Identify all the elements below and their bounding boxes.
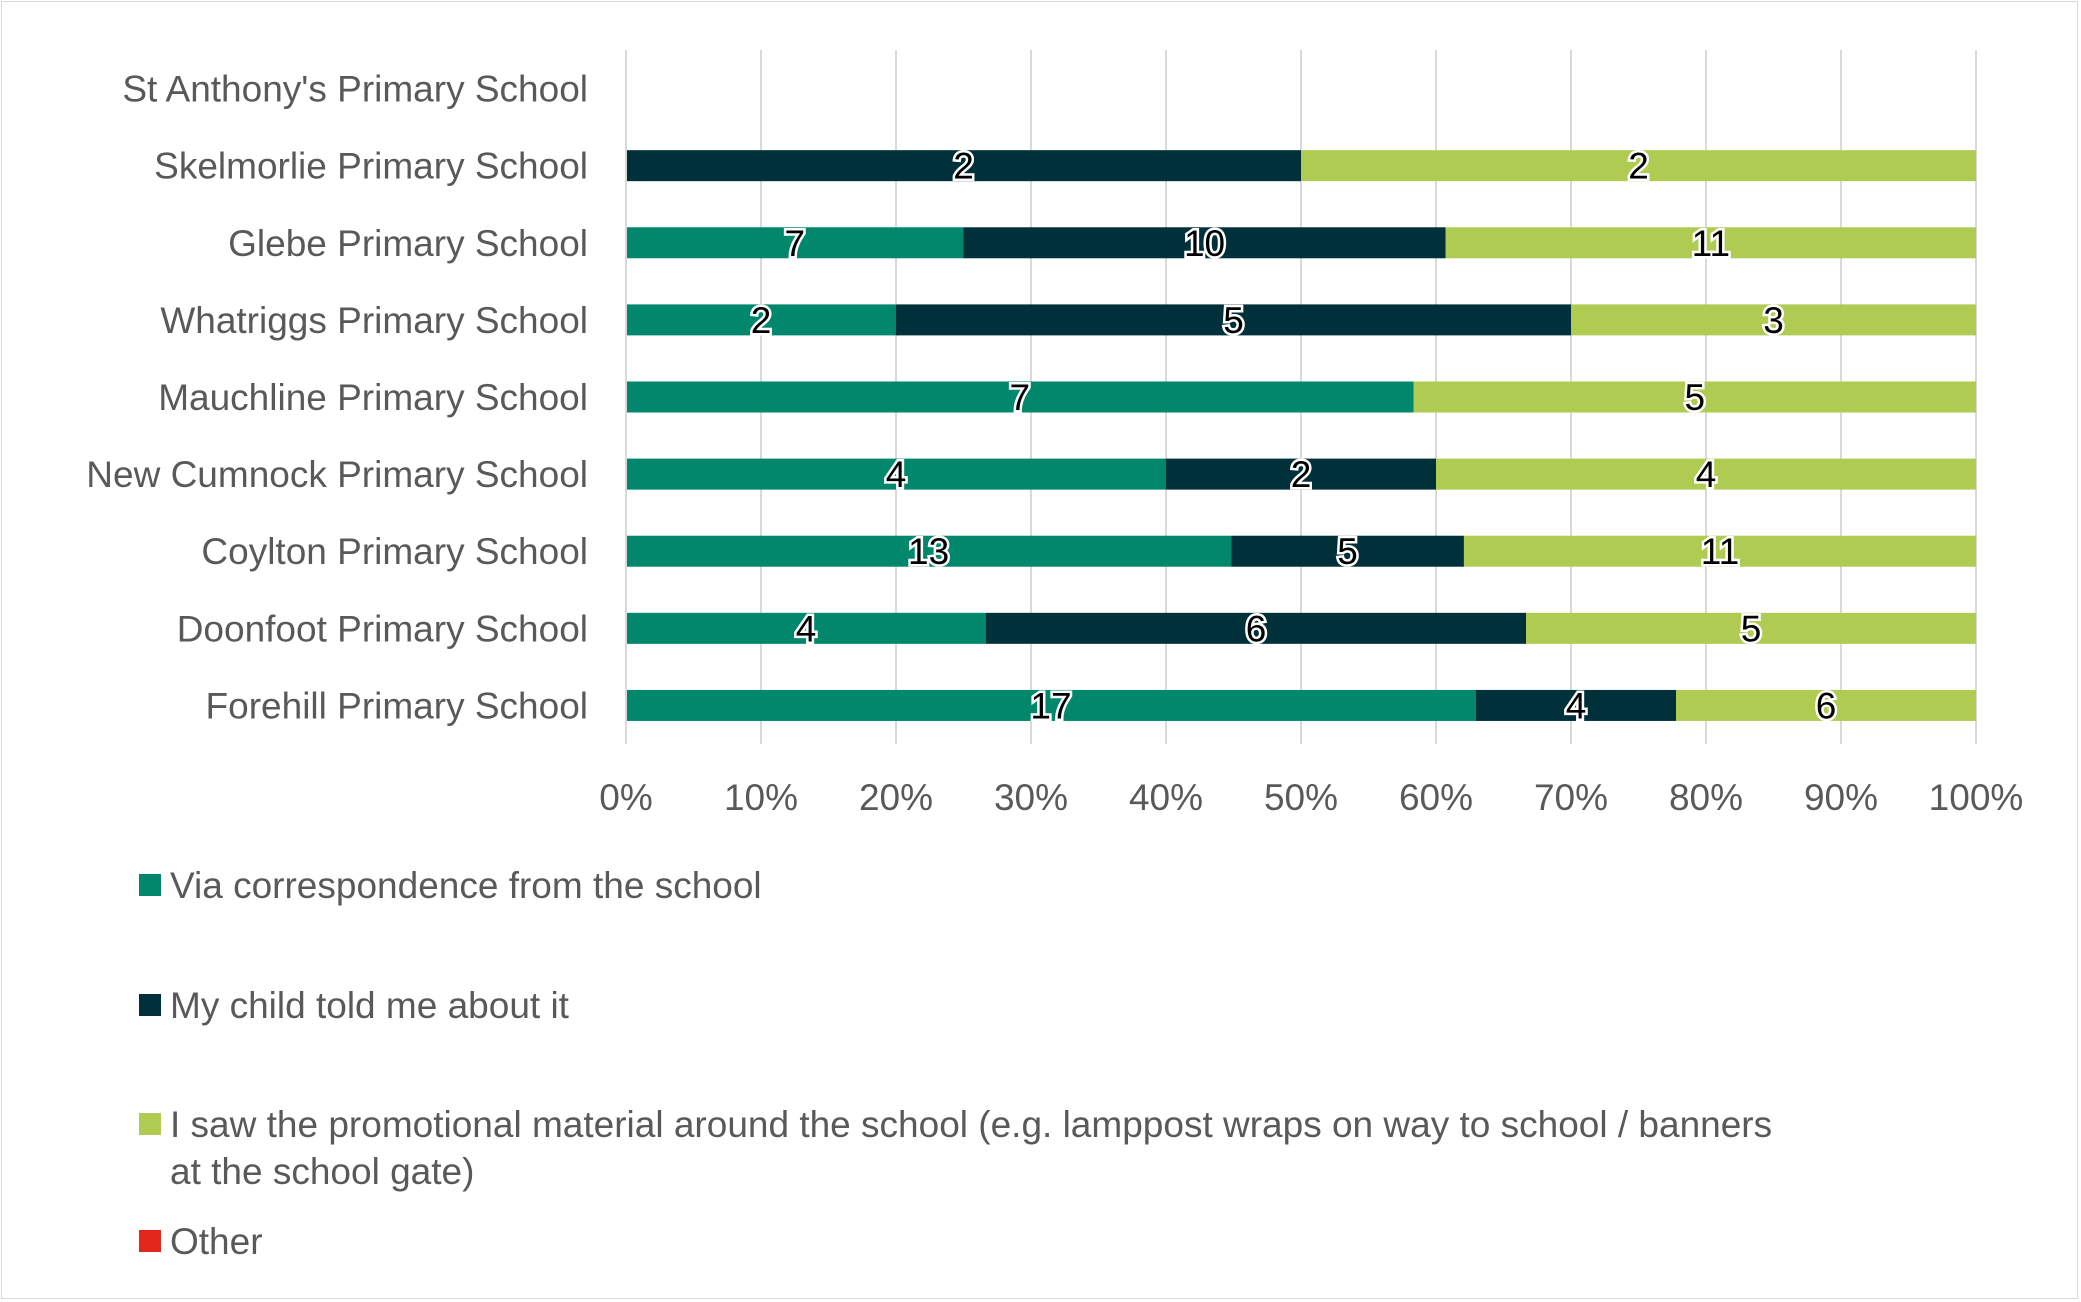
legend-swatch [139,874,161,896]
data-label: 5 [1684,377,1705,418]
legend-label: Via correspondence from the school [170,865,762,906]
bar-segment [1526,612,1976,644]
bar-segment [626,381,1414,413]
legend-swatch [139,994,161,1016]
category-label: Coylton Primary School [201,531,588,572]
data-label: 2 [1291,454,1312,495]
category-label: Skelmorlie Primary School [154,146,588,187]
x-tick-label: 100% [1929,777,2024,818]
data-label: 10 [1184,223,1225,264]
bar-segment [1436,458,1976,490]
bar-segment [626,535,1232,567]
data-label: 4 [1566,685,1587,726]
category-label: Whatriggs Primary School [160,300,588,341]
data-label: 5 [1223,300,1244,341]
data-label: 11 [1701,531,1739,572]
x-tick-label: 10% [724,777,798,818]
data-label: 6 [1246,608,1267,649]
bar-segment [896,304,1571,336]
data-label: 4 [796,608,817,649]
bar-segment [626,689,1476,721]
bar-segment [1166,458,1436,490]
bar-segment [1301,150,1976,182]
bar-segment [1231,535,1464,567]
data-label: 4 [886,454,907,495]
bar-segment [963,227,1446,259]
x-tick-label: 40% [1129,777,1203,818]
bar-segment [1476,689,1676,721]
bar-segment [1463,535,1976,567]
data-label: 2 [1628,146,1649,187]
data-label: 7 [1009,377,1030,418]
data-label: 5 [1741,608,1762,649]
x-tick-label: 20% [859,777,933,818]
data-label: 11 [1692,223,1730,264]
x-tick-label: 70% [1534,777,1608,818]
legend-swatch [139,1113,161,1135]
category-label: Doonfoot Primary School [177,608,588,649]
x-tick-label: 30% [994,777,1068,818]
x-tick-label: 90% [1804,777,1878,818]
bar-segment [1571,304,1976,336]
category-label: Mauchline Primary School [158,377,588,418]
bar-segment [1413,381,1976,413]
x-tick-label: 80% [1669,777,1743,818]
legend-label: I saw the promotional material around th… [170,1104,1772,1192]
bar-segment [1445,227,1976,259]
legend-label: Other [170,1221,263,1262]
data-label: 2 [751,300,772,341]
bar-segment [1676,689,1976,721]
data-label: 2 [953,146,974,187]
data-label: 5 [1337,531,1358,572]
bar-segment [626,612,986,644]
category-label: New Cumnock Primary School [86,454,588,495]
bar-segment [986,612,1526,644]
bar-segment [626,150,1301,182]
bar-segment [626,227,964,259]
x-tick-label: 0% [599,777,652,818]
data-label: 3 [1763,300,1784,341]
data-label: 6 [1816,685,1837,726]
bar-segment [626,304,896,336]
category-label: St Anthony's Primary School [122,69,588,110]
x-tick-label: 50% [1264,777,1338,818]
data-label: 17 [1030,685,1071,726]
data-label: 4 [1696,454,1717,495]
legend-swatch [139,1230,161,1252]
legend-label: My child told me about it [170,985,570,1026]
data-label: 13 [908,531,949,572]
data-label: 7 [784,223,805,264]
category-label: Glebe Primary School [228,223,588,264]
bar-segment [626,458,1166,490]
category-label: Forehill Primary School [206,685,588,726]
x-tick-label: 60% [1399,777,1473,818]
